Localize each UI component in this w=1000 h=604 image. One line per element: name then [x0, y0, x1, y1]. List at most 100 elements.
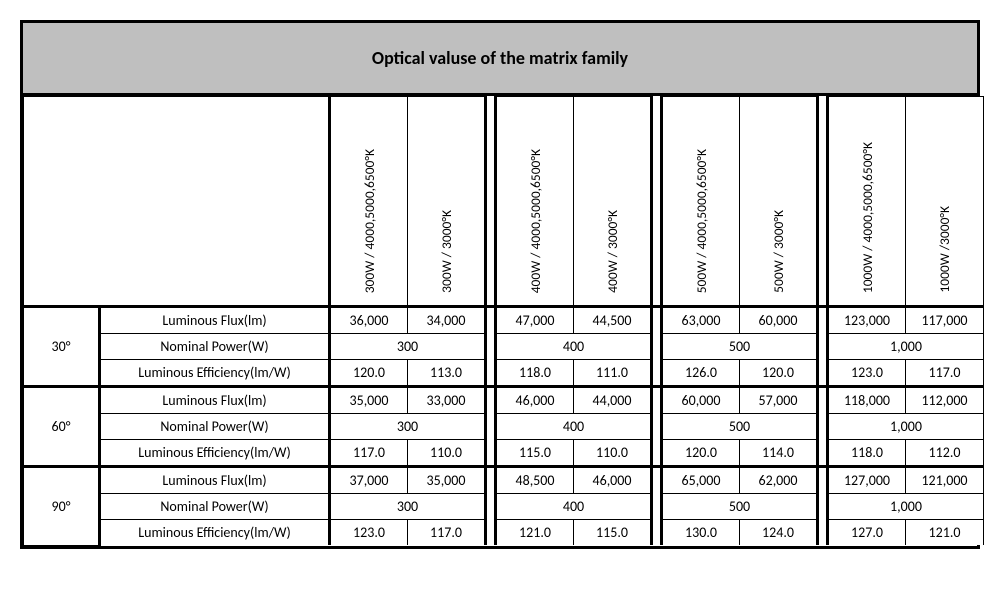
data-cell: 500: [662, 494, 818, 520]
data-cell: 110.0: [408, 440, 486, 467]
data-cell: 115.0: [496, 440, 574, 467]
data-cell: 113.0: [408, 360, 486, 387]
col-gap: [818, 494, 828, 520]
data-cell: 36,000: [330, 307, 408, 334]
table-title: Optical valuse of the matrix family: [23, 23, 977, 96]
data-cell: 63,000: [662, 307, 740, 334]
col-header: 500W / 3000°K: [740, 97, 818, 307]
metric-label: Luminous Flux(lm): [100, 307, 330, 334]
metric-label: Nominal Power(W): [100, 414, 330, 440]
table-row: Luminous Efficiency(lm/W) 120.0 113.0 11…: [24, 360, 984, 387]
data-cell: 37,000: [330, 467, 408, 494]
data-table: 300W / 4000,5000,6500°K 300W / 3000°K 40…: [23, 96, 984, 546]
data-cell: 121,000: [906, 467, 984, 494]
col-gap: [652, 307, 662, 334]
data-cell: 500: [662, 414, 818, 440]
data-cell: 127,000: [828, 467, 906, 494]
col-gap: [486, 97, 496, 307]
data-cell: 47,000: [496, 307, 574, 334]
data-cell: 114.0: [740, 440, 818, 467]
angle-cell: 60°: [24, 387, 100, 467]
col-header: 400W / 4000,5000,6500°K: [496, 97, 574, 307]
table-row: 90° Luminous Flux(lm) 37,000 35,000 48,5…: [24, 467, 984, 494]
data-cell: 34,000: [408, 307, 486, 334]
data-cell: 123.0: [330, 520, 408, 546]
data-cell: 60,000: [740, 307, 818, 334]
col-header: 300W / 3000°K: [408, 97, 486, 307]
col-gap: [486, 334, 496, 360]
data-cell: 57,000: [740, 387, 818, 414]
data-cell: 46,000: [496, 387, 574, 414]
data-cell: 130.0: [662, 520, 740, 546]
col-gap: [486, 360, 496, 387]
table-row: Luminous Efficiency(lm/W) 123.0 117.0 12…: [24, 520, 984, 546]
data-cell: 124.0: [740, 520, 818, 546]
col-gap: [652, 440, 662, 467]
data-cell: 117.0: [906, 360, 984, 387]
data-cell: 1,000: [828, 334, 984, 360]
data-cell: 400: [496, 414, 652, 440]
data-cell: 123.0: [828, 360, 906, 387]
data-cell: 123,000: [828, 307, 906, 334]
data-cell: 48,500: [496, 467, 574, 494]
data-cell: 110.0: [574, 440, 652, 467]
table-row: 60° Luminous Flux(lm) 35,000 33,000 46,0…: [24, 387, 984, 414]
data-cell: 35,000: [330, 387, 408, 414]
data-cell: 121.0: [906, 520, 984, 546]
metric-label: Luminous Efficiency(lm/W): [100, 360, 330, 387]
col-gap: [652, 387, 662, 414]
col-gap: [818, 334, 828, 360]
col-gap: [652, 334, 662, 360]
table-row: Nominal Power(W) 300 400 500 1,000: [24, 334, 984, 360]
data-cell: 112,000: [906, 387, 984, 414]
metric-label: Luminous Flux(lm): [100, 387, 330, 414]
angle-cell: 90°: [24, 467, 100, 546]
data-cell: 112.0: [906, 440, 984, 467]
col-gap: [486, 414, 496, 440]
data-cell: 120.0: [662, 440, 740, 467]
col-gap: [486, 387, 496, 414]
data-cell: 126.0: [662, 360, 740, 387]
metric-label: Nominal Power(W): [100, 494, 330, 520]
table-row: Luminous Efficiency(lm/W) 117.0 110.0 11…: [24, 440, 984, 467]
metric-label: Luminous Efficiency(lm/W): [100, 440, 330, 467]
table-row: Nominal Power(W) 300 400 500 1,000: [24, 494, 984, 520]
data-cell: 400: [496, 334, 652, 360]
data-cell: 118.0: [496, 360, 574, 387]
data-cell: 300: [330, 334, 486, 360]
col-gap: [486, 307, 496, 334]
col-gap: [652, 467, 662, 494]
table-row: Nominal Power(W) 300 400 500 1,000: [24, 414, 984, 440]
data-cell: 35,000: [408, 467, 486, 494]
header-row: 300W / 4000,5000,6500°K 300W / 3000°K 40…: [24, 97, 984, 307]
data-cell: 46,000: [574, 467, 652, 494]
data-cell: 33,000: [408, 387, 486, 414]
header-blank: [24, 97, 330, 307]
col-gap: [818, 97, 828, 307]
data-cell: 62,000: [740, 467, 818, 494]
col-gap: [818, 360, 828, 387]
data-cell: 115.0: [574, 520, 652, 546]
col-header: 1000W / 4000,5000,6500°K: [828, 97, 906, 307]
data-cell: 65,000: [662, 467, 740, 494]
data-cell: 118,000: [828, 387, 906, 414]
col-gap: [818, 387, 828, 414]
col-gap: [486, 494, 496, 520]
col-gap: [818, 414, 828, 440]
metric-label: Luminous Efficiency(lm/W): [100, 520, 330, 546]
data-cell: 118.0: [828, 440, 906, 467]
col-header: 400W / 3000°K: [574, 97, 652, 307]
col-header: 500W / 4000,5000,6500°K: [662, 97, 740, 307]
col-gap: [818, 467, 828, 494]
metric-label: Nominal Power(W): [100, 334, 330, 360]
col-header: 1000W /3000°K: [906, 97, 984, 307]
col-gap: [818, 307, 828, 334]
data-cell: 400: [496, 494, 652, 520]
col-gap: [818, 440, 828, 467]
table-container: Optical valuse of the matrix family 300W…: [20, 20, 980, 549]
col-gap: [652, 494, 662, 520]
data-cell: 120.0: [740, 360, 818, 387]
data-cell: 300: [330, 494, 486, 520]
data-cell: 44,500: [574, 307, 652, 334]
col-gap: [486, 467, 496, 494]
